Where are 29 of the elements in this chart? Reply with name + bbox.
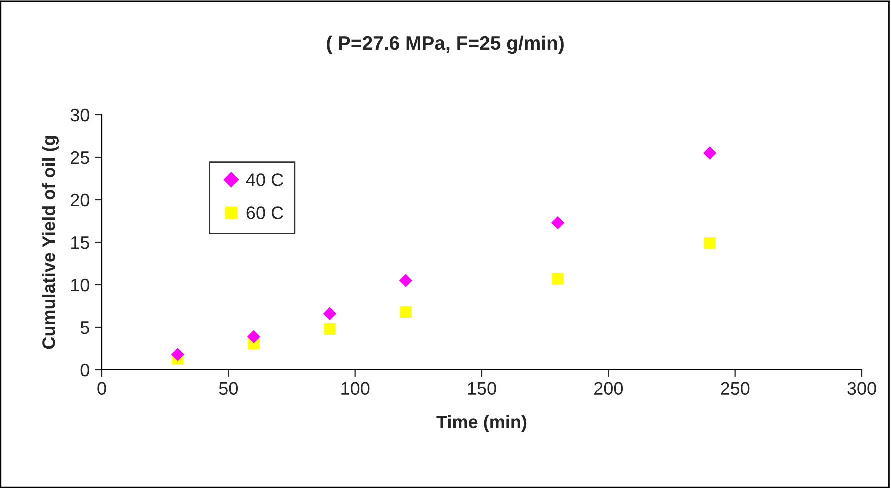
x-tick-label: 200: [594, 382, 624, 396]
legend-label: 40 C: [246, 174, 284, 186]
point: [552, 273, 564, 285]
x-tick-label: 150: [468, 382, 496, 396]
legend-label: 60 C: [246, 206, 284, 220]
x-tick-label: 300: [848, 382, 876, 396]
x-axis-title: Time (min): [436, 415, 527, 432]
point: [323, 307, 337, 320]
x-tick-label: 50: [219, 382, 238, 396]
y-tick-label: 25: [71, 151, 90, 164]
point: [247, 330, 261, 344]
x-tick-label: 250: [721, 382, 750, 396]
x-tick-label: 0: [98, 382, 106, 396]
point: [171, 348, 185, 362]
y-tick-label: 30: [70, 108, 90, 122]
y-tick-label: 10: [71, 278, 90, 292]
y-tick-label: 15: [71, 236, 90, 250]
point: [400, 306, 412, 318]
chart-title: ( P=27.6 MPa, F=25 g/min): [327, 36, 564, 54]
point: [551, 216, 565, 230]
y-tick-label: 0: [80, 364, 90, 377]
point: [703, 146, 717, 160]
point: [324, 323, 336, 336]
y-axis-title: Cumulative Yield of oil (g: [42, 136, 59, 350]
y-tick-label: 5: [80, 322, 90, 334]
point: [399, 274, 413, 288]
x-tick-label: 100: [342, 382, 370, 396]
y-tick-label: 20: [71, 194, 90, 207]
point: [704, 238, 716, 250]
